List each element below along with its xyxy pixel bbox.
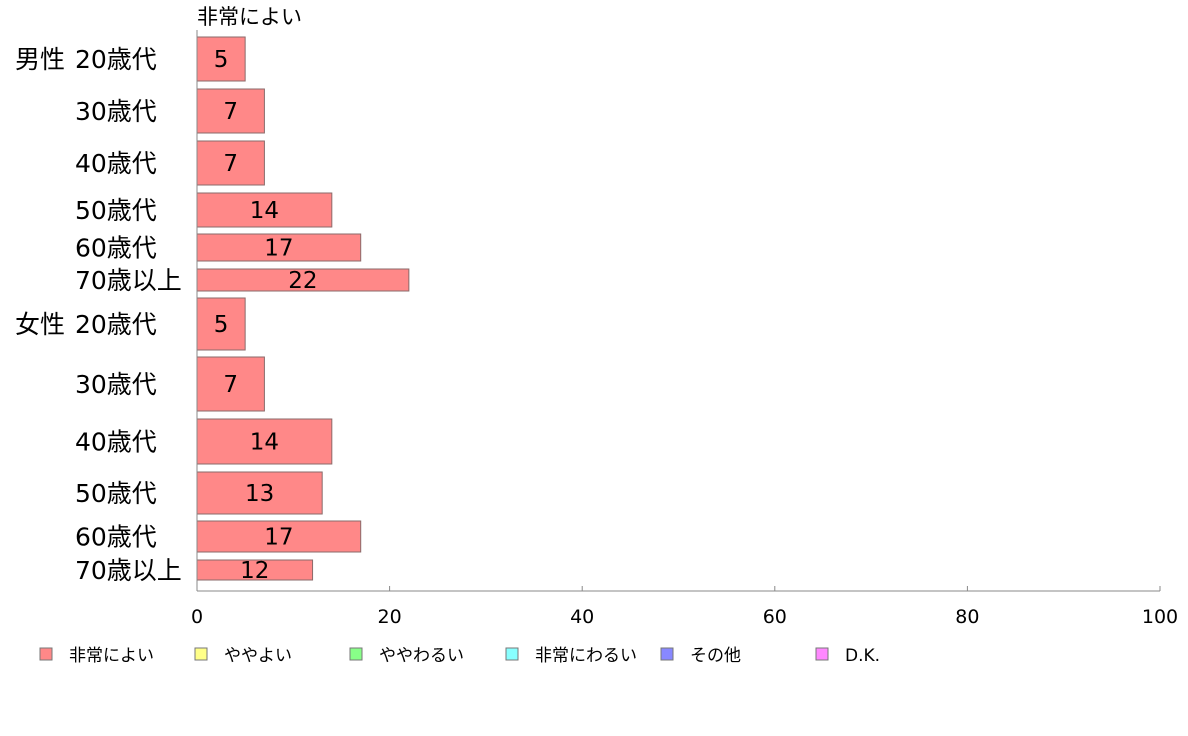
- bar-segment: [196, 356, 265, 412]
- legend-label: 非常によい: [69, 646, 154, 666]
- legend-swatch: [505, 647, 519, 661]
- bar-value-label: 12: [240, 558, 269, 584]
- legend-swatch: [39, 647, 53, 661]
- bar-segment: [196, 297, 246, 351]
- bar-value-label: 17: [264, 236, 293, 262]
- category-label: 70歳以上: [75, 266, 182, 295]
- bar-value-label: 5: [214, 47, 229, 73]
- x-tick-label: 60: [763, 606, 787, 628]
- category-label: 30歳代: [75, 370, 157, 399]
- series-top-label: 非常によい: [197, 5, 302, 29]
- category-label: 20歳代: [75, 310, 157, 339]
- legend-label: ややよい: [224, 646, 292, 666]
- bar-value-label: 7: [223, 99, 238, 125]
- bar-value-label: 7: [223, 151, 238, 177]
- legend-swatch: [660, 647, 674, 661]
- bar-value-label: 17: [264, 525, 293, 551]
- x-tick-label: 40: [570, 606, 594, 628]
- category-label: 50歳代: [75, 196, 157, 225]
- x-tick-label: 80: [955, 606, 979, 628]
- category-label: 40歳代: [75, 428, 157, 457]
- bar-segment: [196, 233, 362, 262]
- category-label: 30歳代: [75, 97, 157, 126]
- category-label: 70歳以上: [75, 556, 182, 585]
- legend-swatch: [815, 647, 829, 661]
- bar-value-label: 22: [288, 268, 317, 294]
- x-axis: 0 20 40 60 80 100: [191, 30, 1178, 628]
- bar-value-label: 5: [214, 312, 229, 338]
- category-label: 40歳代: [75, 149, 157, 178]
- bar-value-label: 7: [223, 372, 238, 398]
- legend-swatch: [349, 647, 363, 661]
- bar-segment: [196, 140, 265, 186]
- bars-layer: 5 7 7 14 17 22 5 7 14 13 17 12: [196, 36, 410, 584]
- bar-segment: [196, 88, 265, 134]
- bar-segment: [196, 36, 246, 82]
- legend-label: D.K.: [845, 646, 880, 666]
- category-label: 60歳代: [75, 523, 157, 552]
- legend-swatch: [194, 647, 208, 661]
- group-label-male: 男性: [15, 45, 65, 74]
- legend-label: ややわるい: [379, 646, 464, 666]
- bar-value-label: 13: [245, 481, 274, 507]
- group-label-female: 女性: [15, 310, 65, 339]
- x-tick-label: 20: [378, 606, 402, 628]
- bar-value-label: 14: [250, 198, 279, 224]
- bar-value-label: 14: [250, 430, 279, 456]
- category-label: 20歳代: [75, 45, 157, 74]
- legend-label: 非常にわるい: [535, 646, 637, 666]
- bar-segment: [196, 192, 333, 228]
- legend: 非常によい ややよい ややわるい 非常にわるい その他 D.K.: [39, 646, 880, 666]
- x-tick-label: 0: [191, 606, 203, 628]
- category-label: 50歳代: [75, 479, 157, 508]
- category-label: 60歳代: [75, 234, 157, 263]
- legend-label: その他: [690, 646, 741, 666]
- x-tick-label: 100: [1142, 606, 1178, 628]
